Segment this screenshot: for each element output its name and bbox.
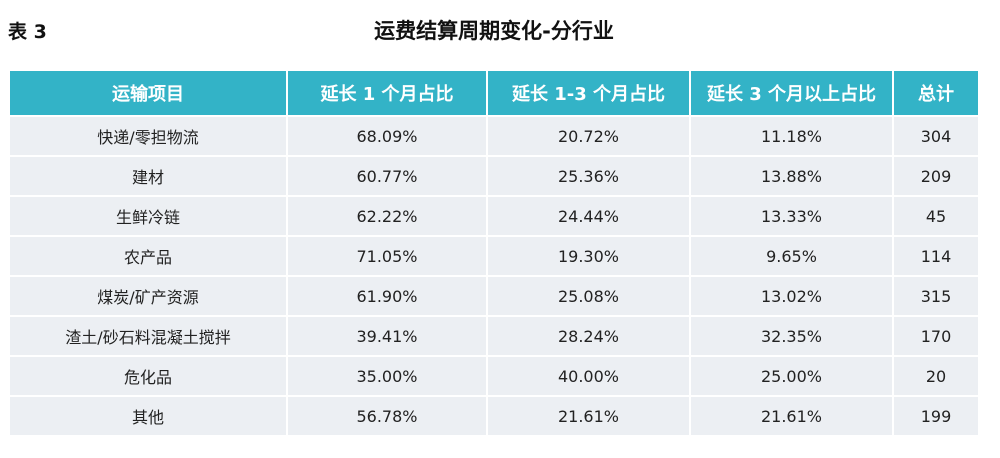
table-row: 建材 60.77% 25.36% 13.88% 209 <box>10 155 978 197</box>
table-header: 运输项目 延长 1 个月占比 延长 1-3 个月占比 延长 3 个月以上占比 总计 <box>10 71 978 116</box>
cell-total: 209 <box>892 155 978 197</box>
table-row: 农产品 71.05% 19.30% 9.65% 114 <box>10 235 978 277</box>
cell-extend-1-3-months: 28.24% <box>486 315 691 357</box>
cell-total: 114 <box>892 235 978 277</box>
cell-extend-1-3-months: 24.44% <box>486 195 691 237</box>
table-row: 危化品 35.00% 40.00% 25.00% 20 <box>10 355 978 397</box>
cell-extend-1-month: 39.41% <box>286 315 488 357</box>
cell-extend-1-month: 56.78% <box>286 395 488 437</box>
table-row: 渣土/砂石料混凝土搅拌 39.41% 28.24% 32.35% 170 <box>10 315 978 357</box>
cell-total: 20 <box>892 355 978 397</box>
cell-extend-1-month: 71.05% <box>286 235 488 277</box>
cell-extend-3-plus-months: 13.88% <box>689 155 894 197</box>
cell-extend-3-plus-months: 25.00% <box>689 355 894 397</box>
header-total: 总计 <box>892 71 978 116</box>
cell-transport-item: 危化品 <box>10 355 288 397</box>
cell-extend-1-month: 61.90% <box>286 275 488 317</box>
cell-extend-3-plus-months: 21.61% <box>689 395 894 437</box>
cell-extend-1-month: 62.22% <box>286 195 488 237</box>
cell-transport-item: 快递/零担物流 <box>10 115 288 157</box>
cell-extend-1-3-months: 20.72% <box>486 115 691 157</box>
table-row: 快递/零担物流 68.09% 20.72% 11.18% 304 <box>10 115 978 157</box>
cell-extend-3-plus-months: 9.65% <box>689 235 894 277</box>
cell-total: 315 <box>892 275 978 317</box>
table-row: 煤炭/矿产资源 61.90% 25.08% 13.02% 315 <box>10 275 978 317</box>
cell-extend-1-month: 60.77% <box>286 155 488 197</box>
cell-extend-1-3-months: 40.00% <box>486 355 691 397</box>
cell-transport-item: 农产品 <box>10 235 288 277</box>
header-transport-item: 运输项目 <box>10 71 288 116</box>
header-extend-1-month: 延长 1 个月占比 <box>286 71 488 116</box>
cell-extend-1-3-months: 19.30% <box>486 235 691 277</box>
cell-extend-1-3-months: 25.36% <box>486 155 691 197</box>
table-title: 运费结算周期变化-分行业 <box>374 19 614 43</box>
cell-total: 304 <box>892 115 978 157</box>
cell-extend-3-plus-months: 11.18% <box>689 115 894 157</box>
cell-total: 170 <box>892 315 978 357</box>
cell-total: 199 <box>892 395 978 437</box>
cell-transport-item: 建材 <box>10 155 288 197</box>
cell-transport-item: 生鲜冷链 <box>10 195 288 237</box>
cell-extend-1-3-months: 21.61% <box>486 395 691 437</box>
cell-extend-1-3-months: 25.08% <box>486 275 691 317</box>
cell-transport-item: 渣土/砂石料混凝土搅拌 <box>10 315 288 357</box>
cell-extend-3-plus-months: 13.02% <box>689 275 894 317</box>
table-body: 快递/零担物流 68.09% 20.72% 11.18% 304 建材 60.77% 25.3… <box>10 115 978 437</box>
table-number-label: 表 3 <box>8 21 47 43</box>
table-row: 其他 56.78% 21.61% 21.61% 199 <box>10 395 978 437</box>
cell-transport-item: 煤炭/矿产资源 <box>10 275 288 317</box>
cell-extend-1-month: 35.00% <box>286 355 488 397</box>
table-row: 生鲜冷链 62.22% 24.44% 13.33% 45 <box>10 195 978 237</box>
data-table: 运输项目 延长 1 个月占比 延长 1-3 个月占比 延长 3 个月以上占比 总计 快递… <box>10 71 978 437</box>
cell-extend-1-month: 68.09% <box>286 115 488 157</box>
header-extend-1-3-months: 延长 1-3 个月占比 <box>486 71 691 116</box>
cell-extend-3-plus-months: 32.35% <box>689 315 894 357</box>
header-extend-3-plus-months: 延长 3 个月以上占比 <box>689 71 894 116</box>
cell-total: 45 <box>892 195 978 237</box>
cell-extend-3-plus-months: 13.33% <box>689 195 894 237</box>
cell-transport-item: 其他 <box>10 395 288 437</box>
header-row: 运输项目 延长 1 个月占比 延长 1-3 个月占比 延长 3 个月以上占比 总计 <box>10 71 978 116</box>
